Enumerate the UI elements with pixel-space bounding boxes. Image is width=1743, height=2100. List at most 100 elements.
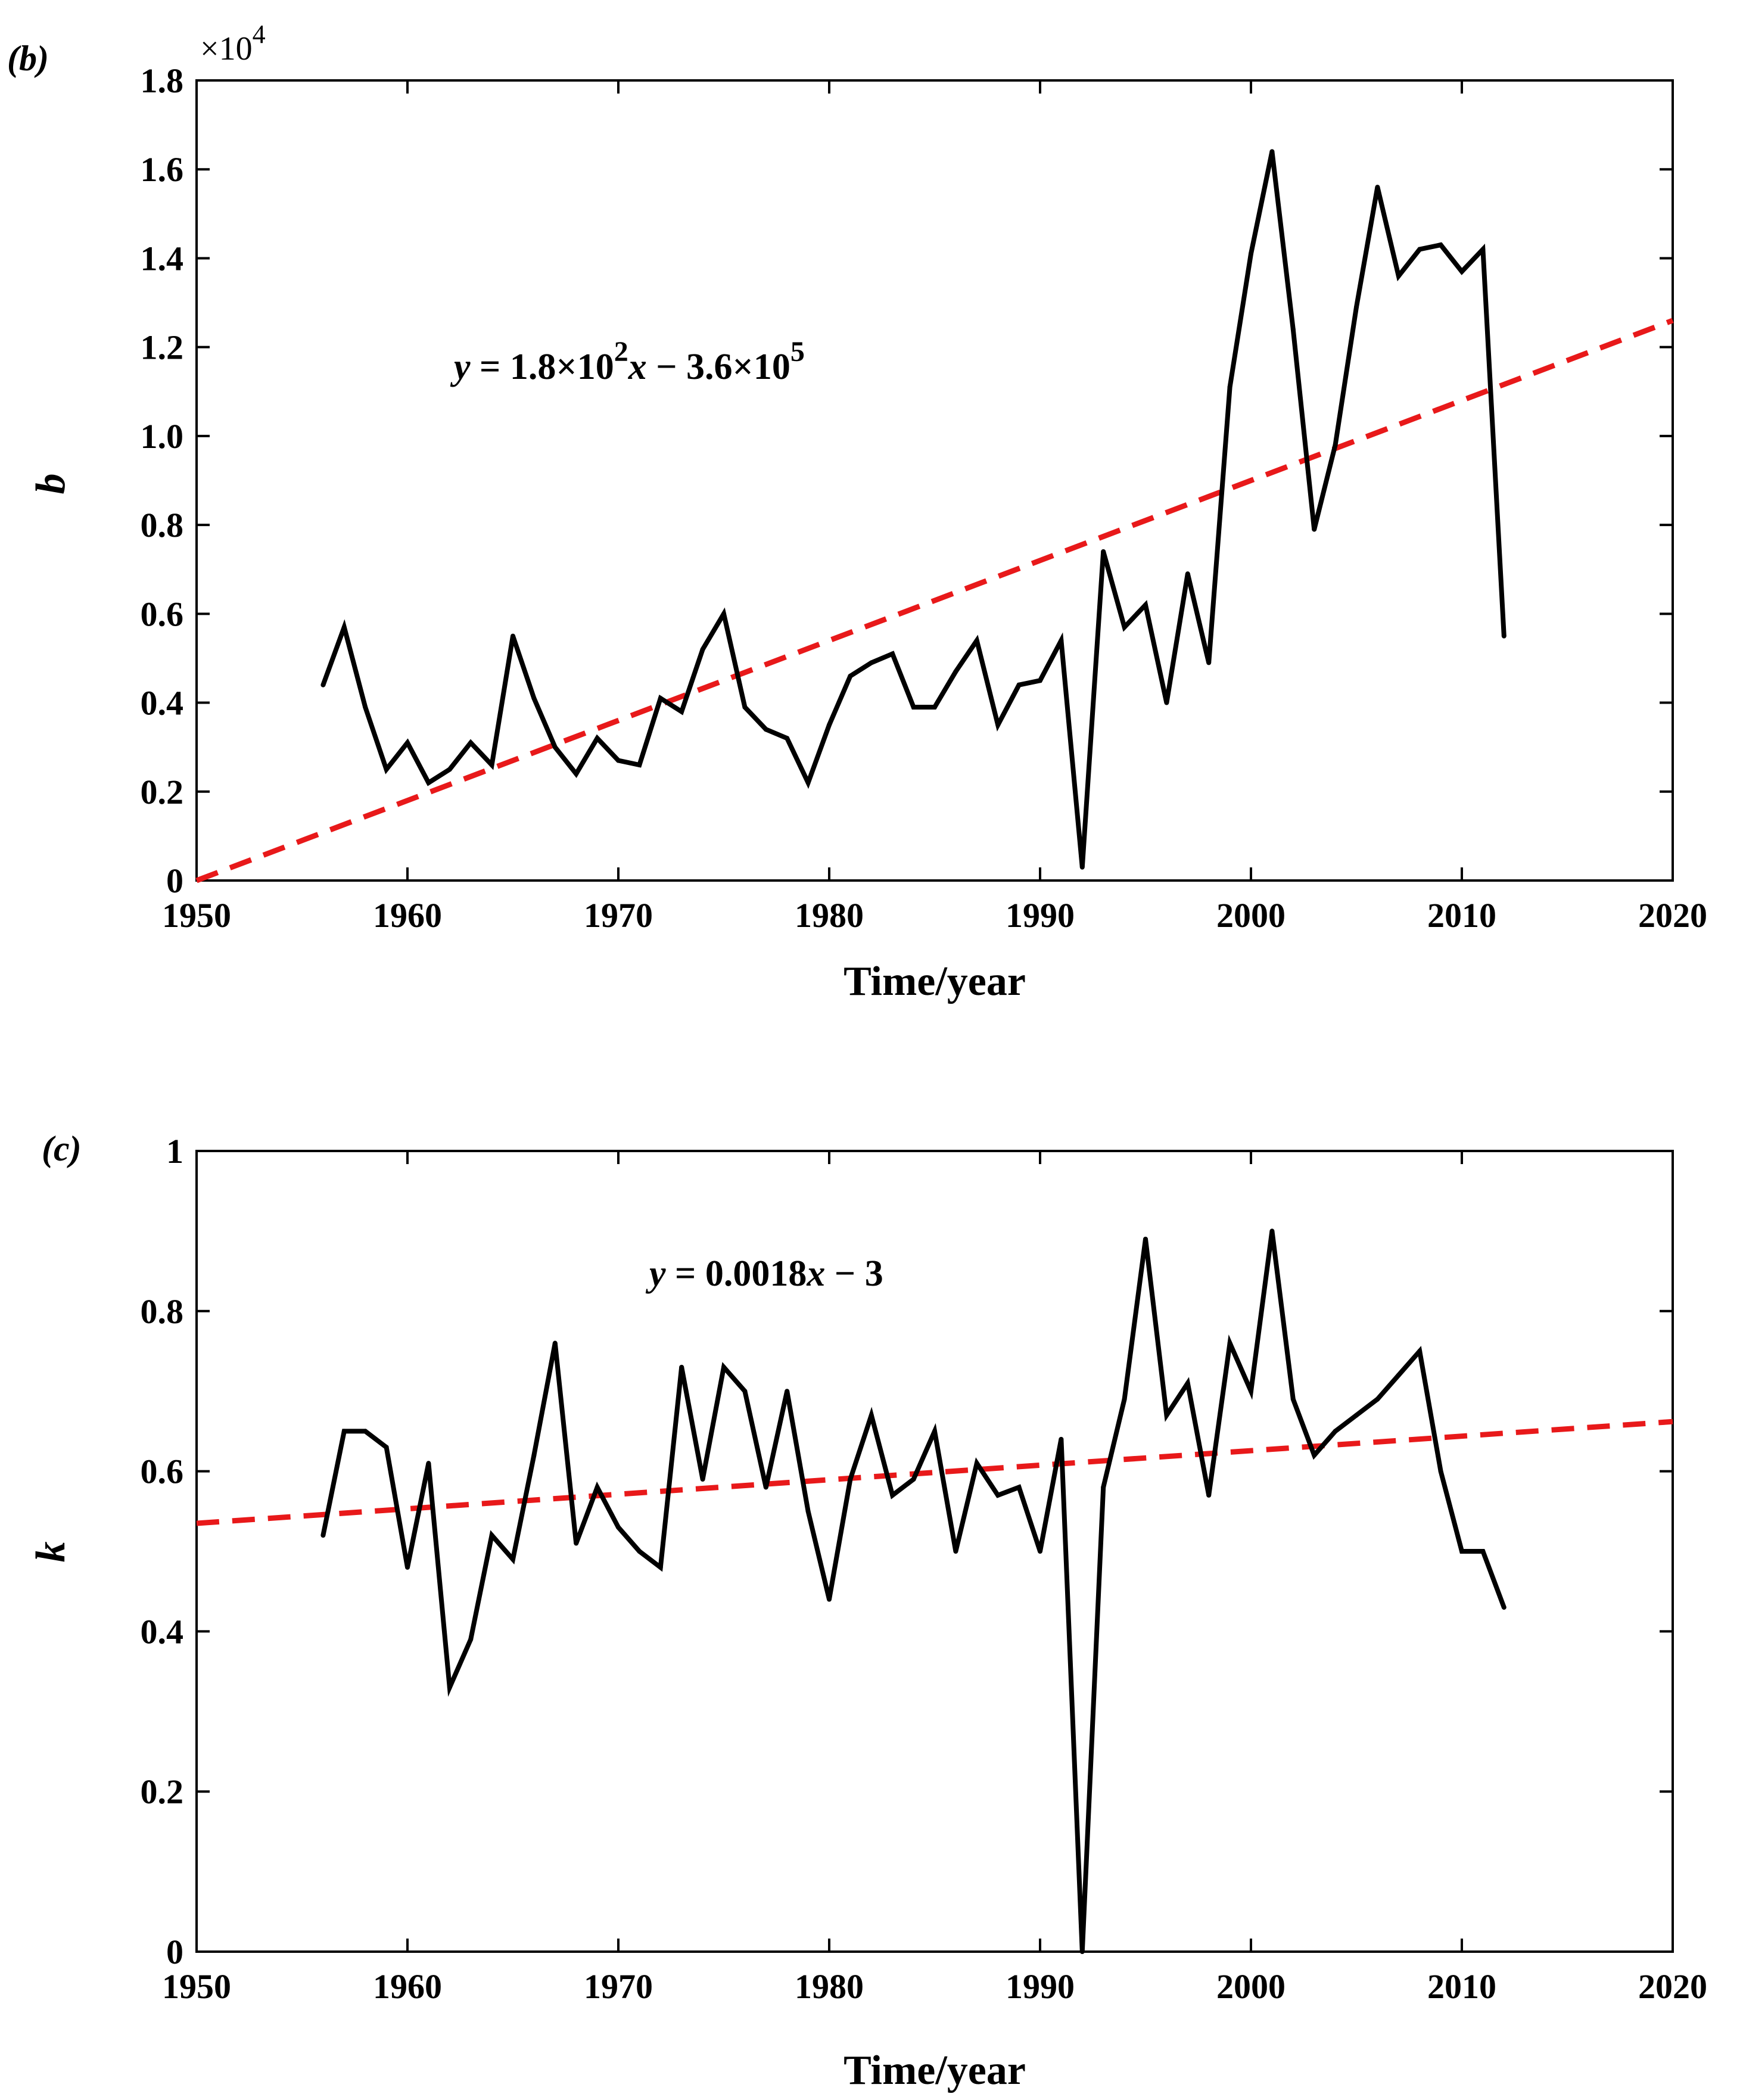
c-x-tick-label: 1980 [795,1967,864,2006]
c-data-point [1269,1228,1275,1234]
b-data-point [932,705,937,710]
c-data-point [805,1508,811,1514]
b-data-point [658,696,663,701]
c-data-point [1438,1469,1443,1474]
b-data-point [1059,638,1064,643]
b-data-point [1333,442,1338,447]
b-multiplier-exp: 4 [253,20,266,49]
c-data-point [1312,1452,1317,1458]
c-data-point [1459,1549,1464,1554]
c-y-tick-label: 1 [166,1132,183,1171]
b-data-point [531,696,537,701]
c-data-point [785,1389,790,1394]
b-eq-sup1: 2 [614,336,628,368]
b-x-tick-label: 1980 [795,896,864,935]
c-data-point [363,1429,368,1434]
c-x-tick-label: 2010 [1427,1967,1496,2006]
b-data-point [1038,678,1042,683]
b-data-point [953,669,958,674]
b-x-axis-title: Time/year [844,959,1026,1004]
panel-c-chart: 1950 1960 1970 1980 1990 2000 2010 2020 0 0.2 0.4 0… [28,1129,1707,2093]
c-data-point [447,1685,452,1690]
b-eq-part1: = 1.8×10 [471,347,614,387]
b-eq-sup2: 5 [790,336,805,368]
c-data-point [1480,1549,1486,1554]
c-data-point [763,1485,768,1490]
b-data-point [363,705,368,710]
b-data-point [426,780,431,785]
c-x-tick-label: 2000 [1216,1967,1286,2006]
b-panel-label: (b) [7,39,49,78]
b-multiplier-base: ×10 [200,30,253,67]
b-data-point [1016,682,1022,687]
c-y-tick-label: 0.2 [141,1772,184,1811]
panel-b-chart: 1950 1960 1970 1980 1990 2000 2010 2020 0 0.2 0.4 0… [7,20,1707,1004]
b-axis-ticks [195,79,1674,882]
c-data-point [1249,1389,1253,1394]
b-tick-labels: 1950 1960 1970 1980 1990 2000 2010 2020 0 0.2 0.4 0… [141,61,1708,935]
c-eq-part1: = 0.0018 [666,1253,807,1294]
b-data-point [405,740,410,745]
c-data-point [1227,1340,1232,1346]
c-data-point [405,1564,410,1570]
c-data-point [848,1477,853,1482]
c-eq-part2: − 3 [825,1253,883,1294]
c-x-tick-label: 1970 [584,1967,653,2006]
c-plot-area [195,1150,1674,1953]
b-plot-area [195,79,1674,882]
b-data-point [679,709,684,714]
c-data-point [1290,1396,1296,1402]
c-y-tick-label: 0 [166,1933,183,1971]
c-data-point [552,1340,558,1346]
b-data-point [1417,247,1423,252]
b-data-point [1501,633,1507,639]
c-y-tick-label: 0.4 [141,1612,184,1651]
c-data-point [1059,1436,1064,1442]
c-data-point [1164,1413,1169,1418]
b-data-point [616,758,621,763]
c-data-point [426,1461,431,1466]
b-data-point [911,705,916,710]
c-data-point [1206,1492,1212,1498]
b-data-point [1396,273,1401,279]
b-data-point [511,633,515,639]
c-data-point [1333,1429,1338,1434]
c-y-axis-title: k [28,1542,74,1563]
c-data-point [974,1461,979,1466]
c-data-point [742,1389,748,1394]
c-data-point [531,1452,537,1458]
c-data-point [869,1413,874,1418]
c-data-point [1038,1549,1042,1554]
c-data-point [574,1541,579,1546]
b-data-point [974,638,979,643]
b-eq-x: x [628,347,647,387]
b-data-point [574,771,579,776]
b-data-point [869,660,874,665]
c-data-point [658,1564,663,1570]
c-y-tick-label: 0.6 [141,1452,184,1491]
b-data-point [1185,571,1190,577]
b-y-tick-label: 0.4 [141,684,184,723]
b-data-point [341,624,347,630]
b-data-point [595,736,600,741]
c-equation: y = 0.0018x − 3 [645,1253,883,1294]
b-data-point [995,722,1001,727]
b-data-point [489,763,494,768]
c-data-point [1185,1380,1190,1386]
c-x-tick-label: 1960 [373,1967,442,2006]
c-y-tick-label: 0.8 [141,1292,184,1331]
c-panel-label: (c) [42,1129,82,1168]
b-data-point [384,767,389,772]
b-y-axis-title: b [28,474,74,494]
c-data-point [1396,1373,1401,1378]
b-data-point [1101,549,1106,554]
b-data-point [1079,864,1085,870]
c-data-point [1417,1349,1423,1354]
c-x-tick-label: 1950 [162,1967,231,2006]
b-data-points [320,149,1507,870]
b-data-point [742,705,748,710]
b-data-point [1269,149,1275,154]
b-x-tick-label: 1950 [162,896,231,935]
b-data-point [637,763,642,768]
c-data-point [616,1525,621,1530]
